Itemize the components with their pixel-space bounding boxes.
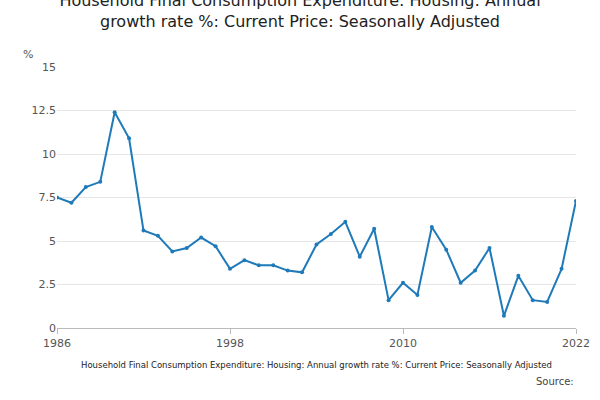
svg-text:Household Final Consumption Ex: Household Final Consumption Expenditure:… [59, 0, 540, 31]
svg-text:Source:: Source: [536, 376, 574, 387]
svg-text:5: 5 [49, 235, 56, 248]
svg-text:1986: 1986 [43, 337, 71, 350]
svg-text:2010: 2010 [389, 337, 417, 350]
svg-text:7.5: 7.5 [39, 191, 57, 204]
svg-text:10: 10 [42, 148, 56, 161]
svg-text:2022: 2022 [562, 337, 590, 350]
svg-text:%: % [23, 48, 33, 61]
svg-text:0: 0 [49, 322, 56, 335]
svg-text:2.5: 2.5 [39, 278, 57, 291]
svg-text:1998: 1998 [216, 337, 244, 350]
svg-text:12.5: 12.5 [32, 104, 57, 117]
svg-text:15: 15 [42, 61, 56, 74]
svg-text:Household Final Consumption Ex: Household Final Consumption Expenditure:… [81, 360, 552, 370]
